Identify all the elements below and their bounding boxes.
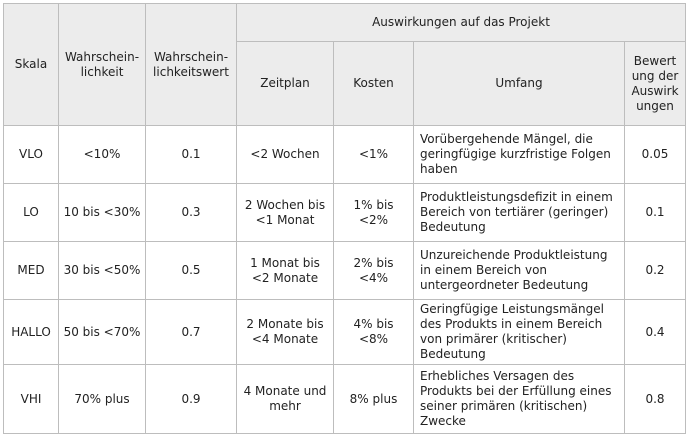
cell-probability-value: 0.1 — [145, 125, 237, 184]
table-row: LO 10 bis <30% 0.3 2 Wochen bis <1 Monat… — [3, 183, 686, 242]
header-probability: Wahrschein- lichkeit — [58, 3, 146, 126]
cell-cost: <1% — [333, 125, 414, 184]
table-row: VLO <10% 0.1 <2 Wochen <1% Vorübergehend… — [3, 125, 686, 184]
cell-impact-rating: 0.4 — [624, 299, 686, 365]
cell-scale: VHI — [3, 364, 59, 434]
cell-impact-rating: 0.1 — [624, 183, 686, 242]
header-cost: Kosten — [333, 41, 414, 126]
cell-cost: 1% bis <2% — [333, 183, 414, 242]
cell-scale: VLO — [3, 125, 59, 184]
table-row: HALLO 50 bis <70% 0.7 2 Monate bis <4 Mo… — [3, 299, 686, 365]
header-impact-rating: Bewert ung der Auswirk ungen — [624, 41, 686, 126]
cell-scope: Produktleistungsdefizit in einem Bereich… — [413, 183, 625, 242]
cell-probability-value: 0.5 — [145, 241, 237, 300]
cell-probability: 30 bis <50% — [58, 241, 146, 300]
cell-probability-value: 0.3 — [145, 183, 237, 242]
cell-probability: <10% — [58, 125, 146, 184]
cell-schedule: <2 Wochen — [236, 125, 334, 184]
cell-probability: 50 bis <70% — [58, 299, 146, 365]
cell-scale: LO — [3, 183, 59, 242]
cell-impact-rating: 0.2 — [624, 241, 686, 300]
table-row: VHI 70% plus 0.9 4 Monate und mehr 8% pl… — [3, 364, 686, 434]
cell-schedule: 2 Monate bis <4 Monate — [236, 299, 334, 365]
cell-impact-rating: 0.05 — [624, 125, 686, 184]
cell-scope: Vorübergehende Mängel, die geringfügige … — [413, 125, 625, 184]
header-scale: Skala — [3, 3, 59, 126]
cell-schedule: 1 Monat bis <2 Monate — [236, 241, 334, 300]
cell-cost: 4% bis <8% — [333, 299, 414, 365]
cell-scale: HALLO — [3, 299, 59, 365]
cell-schedule: 2 Wochen bis <1 Monat — [236, 183, 334, 242]
header-scope: Umfang — [413, 41, 625, 126]
cell-probability: 70% plus — [58, 364, 146, 434]
header-schedule: Zeitplan — [236, 41, 334, 126]
cell-schedule: 4 Monate und mehr — [236, 364, 334, 434]
cell-scale: MED — [3, 241, 59, 300]
cell-scope: Geringfügige Leistungsmängel des Produkt… — [413, 299, 625, 365]
cell-impact-rating: 0.8 — [624, 364, 686, 434]
cell-scope: Unzureichende Produktleistung in einem B… — [413, 241, 625, 300]
cell-probability-value: 0.9 — [145, 364, 237, 434]
header-probability-value: Wahrschein- lichkeitswert — [145, 3, 237, 126]
cell-cost: 8% plus — [333, 364, 414, 434]
cell-probability: 10 bis <30% — [58, 183, 146, 242]
risk-rating-table: Skala Wahrschein- lichkeit Wahrschein- l… — [3, 3, 686, 434]
cell-scope: Erhebliches Versagen des Produkts bei de… — [413, 364, 625, 434]
header-impact-group: Auswirkungen auf das Projekt — [236, 3, 686, 42]
cell-probability-value: 0.7 — [145, 299, 237, 365]
cell-cost: 2% bis <4% — [333, 241, 414, 300]
table-row: MED 30 bis <50% 0.5 1 Monat bis <2 Monat… — [3, 241, 686, 300]
